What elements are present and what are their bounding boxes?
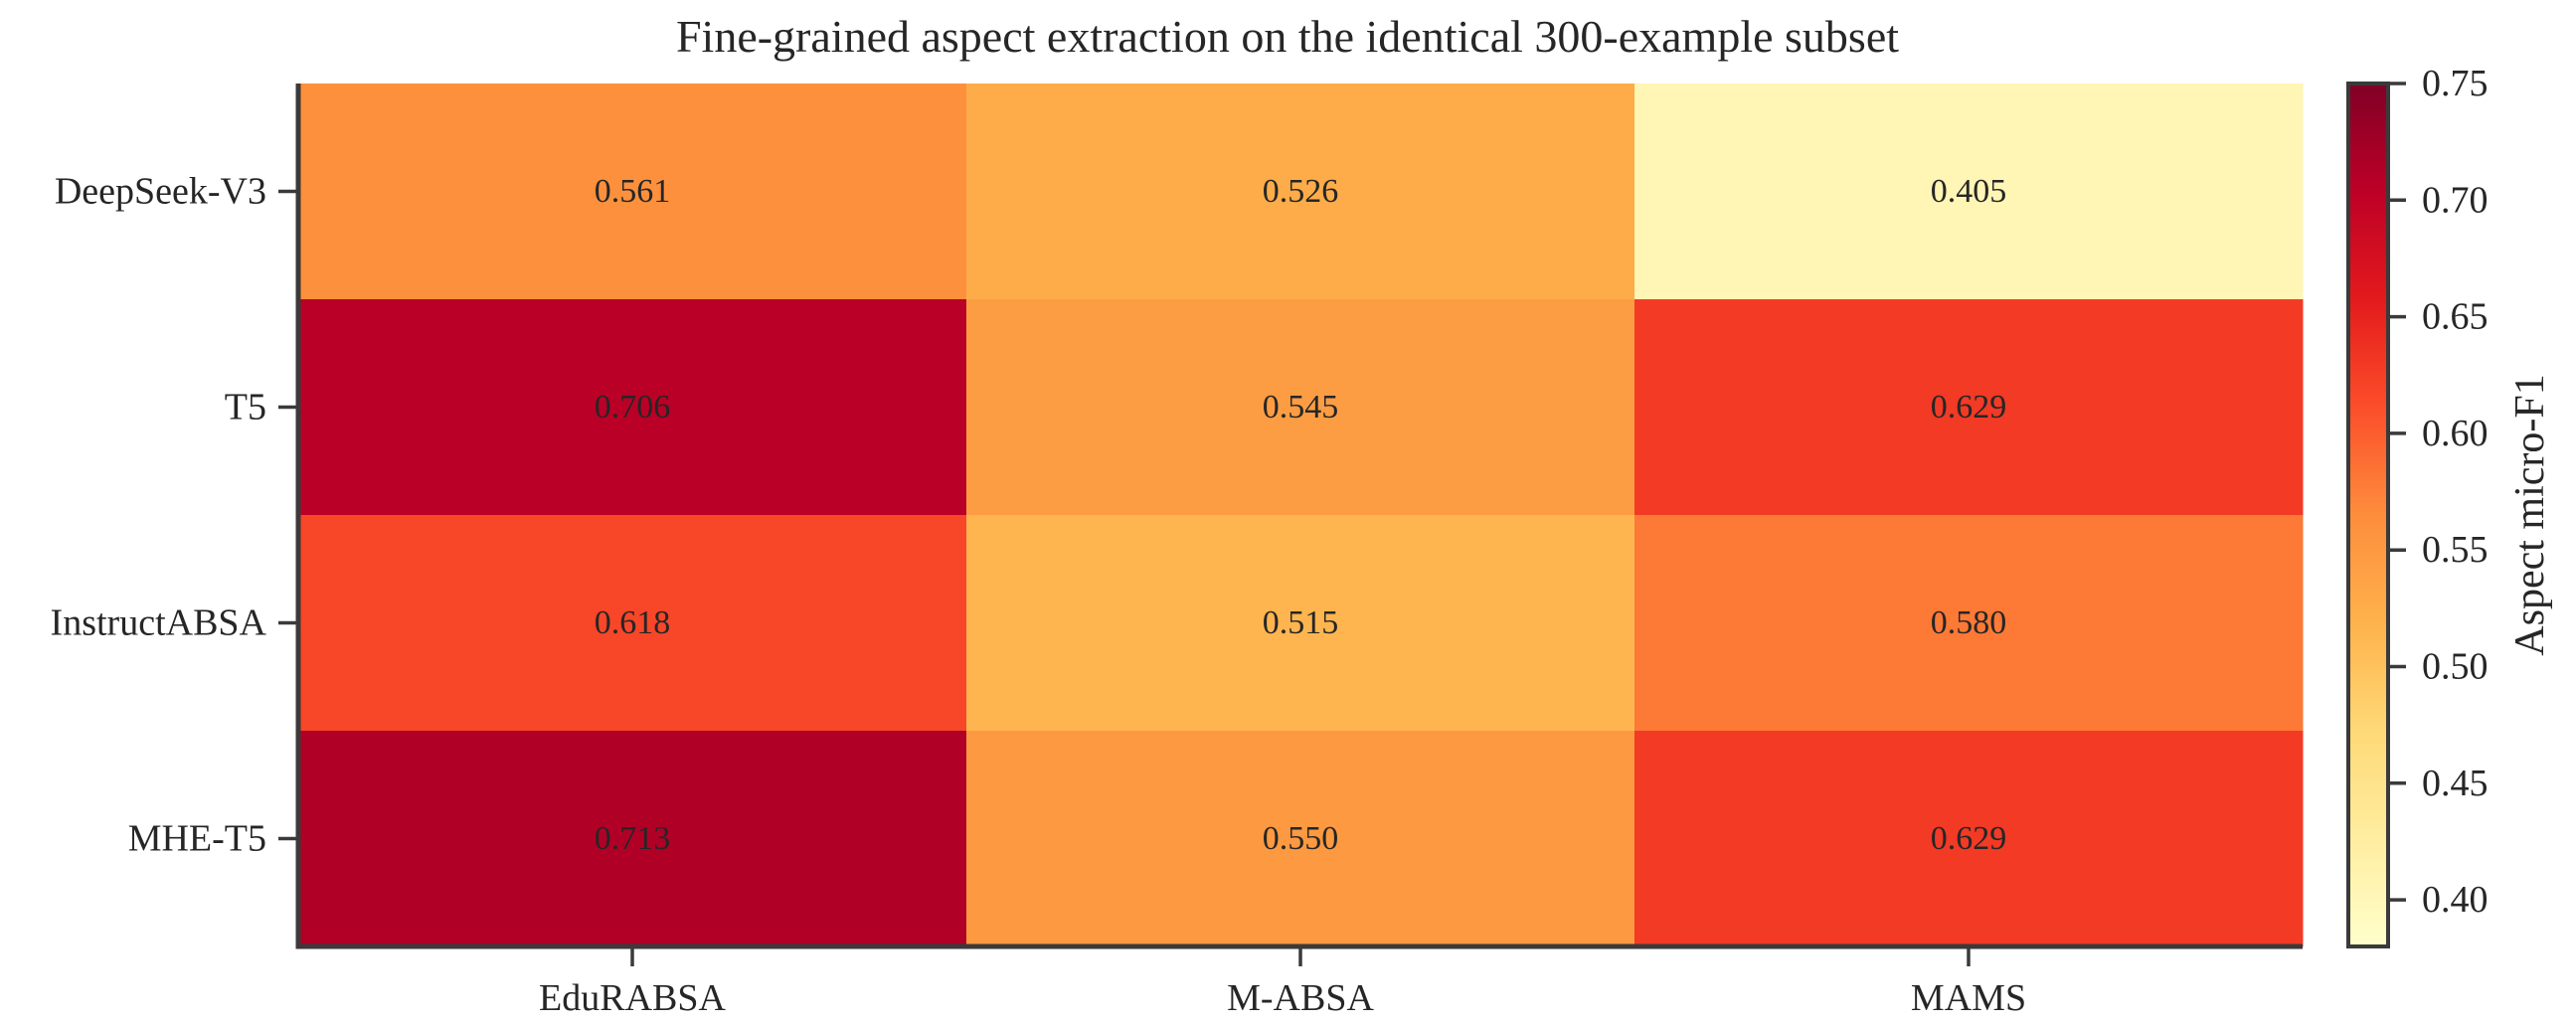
- cell-value-label: 0.561: [595, 173, 671, 210]
- y-tick-label: MHE-T5: [128, 818, 266, 860]
- colorbar-tick-label: 0.70: [2422, 179, 2489, 221]
- colorbar-tick-label: 0.50: [2422, 645, 2489, 687]
- colorbar: 0.40 0.45 0.50 0.55 0.60 0.65 0.70 0.75 Aspect m…: [2346, 63, 2553, 948]
- cell-value-label: 0.515: [1263, 604, 1339, 641]
- colorbar-tick-label: 0.45: [2422, 763, 2489, 804]
- cell-value-label: 0.545: [1263, 389, 1339, 426]
- cell-value-label: 0.706: [595, 389, 671, 426]
- colorbar-tick-label: 0.55: [2422, 529, 2489, 571]
- cell-value-label: 0.629: [1931, 820, 2007, 857]
- colorbar-gradient: [2346, 82, 2390, 948]
- heatmap-axes: DeepSeek-V3 T5 InstructABSA MHE-T5 EduRABSA M…: [51, 84, 2303, 1019]
- heatmap-cell: [1634, 515, 2304, 732]
- y-tick-label: DeepSeek-V3: [55, 171, 266, 213]
- colorbar-tick-label: 0.60: [2422, 413, 2489, 454]
- cell-value-label: 0.618: [595, 604, 671, 641]
- heatmap-cell: [966, 515, 1635, 732]
- heatmap-cell: [1634, 731, 2304, 947]
- colorbar-label: Aspect micro-F1: [2507, 374, 2553, 655]
- cell-value-label: 0.580: [1931, 604, 2007, 641]
- heatmap-cell: [298, 731, 967, 947]
- cell-value-label: 0.550: [1263, 820, 1339, 857]
- heatmap-cell: [1634, 84, 2304, 300]
- y-tick-label: InstructABSA: [51, 602, 267, 644]
- heatmap-cell: [298, 299, 967, 516]
- colorbar-tick-label: 0.75: [2422, 63, 2489, 104]
- heatmap-cell: [966, 84, 1635, 300]
- heatmap-cell: [298, 84, 967, 300]
- heatmap-cell: [966, 731, 1635, 947]
- heatmap-cell: [966, 299, 1635, 516]
- heatmap-cell: [1634, 299, 2304, 516]
- cell-value-label: 0.629: [1931, 389, 2007, 426]
- x-tick-label: M-ABSA: [1227, 977, 1374, 1019]
- y-tick-label: T5: [225, 387, 266, 428]
- cell-value-label: 0.713: [595, 820, 671, 857]
- cell-value-label: 0.405: [1931, 173, 2007, 210]
- x-tick-label: EduRABSA: [539, 977, 726, 1019]
- chart-title: Fine-grained aspect extraction on the id…: [676, 11, 1899, 62]
- heatmap-cell-labels: 0.561 0.526 0.405 0.706 0.545 0.629 0.618 0.515…: [595, 173, 2007, 857]
- cell-value-label: 0.526: [1263, 173, 1339, 210]
- colorbar-tick-label: 0.65: [2422, 296, 2489, 338]
- colorbar-tick-label: 0.40: [2422, 879, 2489, 921]
- heatmap-cells: [298, 84, 2304, 947]
- x-tick-label: MAMS: [1911, 977, 2026, 1019]
- heatmap-cell: [298, 515, 967, 732]
